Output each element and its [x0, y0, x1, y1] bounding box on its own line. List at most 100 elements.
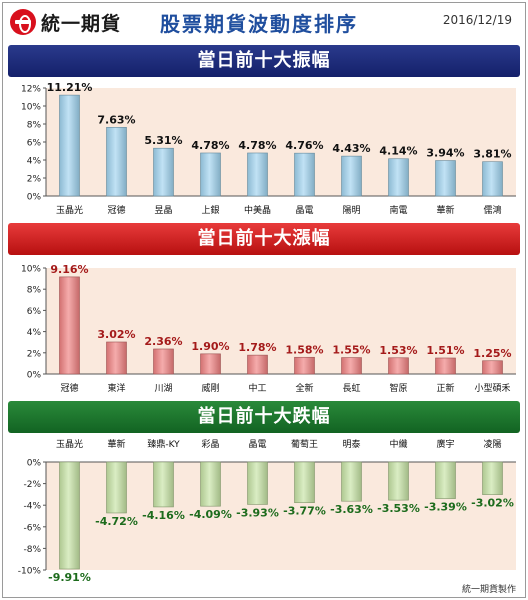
- y-tick-label: 2%: [27, 349, 42, 359]
- x-tick-label: 陽明: [342, 205, 360, 216]
- bar: [388, 461, 409, 501]
- x-tick-label: 中工: [248, 382, 266, 394]
- data-label: -4.72%: [95, 515, 138, 528]
- bar: [388, 158, 409, 197]
- data-label: 11.21%: [47, 81, 93, 94]
- y-tick-label: -6%: [23, 523, 41, 533]
- x-tick-label: 東洋: [107, 382, 125, 394]
- y-tick-label: 0%: [27, 371, 42, 381]
- data-label: -3.93%: [236, 506, 279, 519]
- report-date: 2016/12/19: [442, 13, 512, 27]
- y-tick-label: 0%: [27, 459, 42, 469]
- x-tick-label: 上銀: [201, 204, 219, 216]
- data-label: 4.76%: [285, 139, 323, 152]
- data-label: 5.31%: [144, 134, 182, 147]
- bar: [200, 353, 221, 375]
- data-label: 1.25%: [473, 347, 511, 360]
- x-tick-label: 葡萄王: [291, 438, 318, 450]
- y-tick-label: 8%: [27, 286, 42, 296]
- x-tick-label: 正新: [436, 382, 454, 394]
- x-tick-label: 玉晶光: [56, 204, 83, 216]
- bar: [482, 161, 503, 197]
- bar: [435, 461, 456, 499]
- bar: [106, 341, 127, 375]
- brand-name: 統一期貨: [41, 13, 122, 35]
- bar: [294, 152, 315, 197]
- x-tick-label: 中纖: [389, 438, 407, 450]
- y-tick-label: -8%: [23, 545, 41, 555]
- data-label: 1.90%: [191, 340, 229, 353]
- section-banner-losers: 當日前十大跌幅: [8, 401, 520, 433]
- x-tick-label: 明泰: [342, 438, 360, 450]
- bar: [435, 160, 456, 197]
- y-tick-label: 4%: [27, 328, 42, 338]
- data-label: -9.91%: [48, 571, 91, 584]
- data-label: 3.81%: [473, 148, 511, 161]
- x-tick-label: 全新: [295, 382, 313, 394]
- x-tick-label: 昱晶: [154, 205, 172, 216]
- bar: [106, 127, 127, 197]
- bar: [341, 357, 362, 375]
- data-label: -3.39%: [424, 501, 467, 514]
- x-tick-label: 冠德: [107, 204, 125, 216]
- y-tick-label: 2%: [27, 175, 42, 185]
- bar: [59, 461, 80, 570]
- x-tick-label: 晶電: [248, 439, 266, 450]
- x-tick-label: 彩晶: [201, 439, 219, 450]
- data-label: 3.94%: [426, 147, 464, 160]
- bar: [341, 461, 362, 502]
- bar: [341, 155, 362, 197]
- data-label: 7.63%: [97, 113, 135, 126]
- x-tick-label: 臻鼎-KY: [147, 438, 180, 450]
- bar: [200, 461, 221, 507]
- x-tick-label: 華新: [436, 204, 454, 216]
- data-label: -3.53%: [377, 502, 420, 515]
- bar: [247, 461, 268, 505]
- x-tick-label: 威剛: [201, 382, 219, 394]
- x-tick-label: 凌陽: [483, 438, 501, 450]
- bar: [106, 461, 127, 514]
- section-banner-gainers: 當日前十大漲幅: [8, 223, 520, 255]
- x-tick-label: 中美晶: [244, 204, 271, 216]
- x-tick-label: 長虹: [342, 383, 360, 394]
- data-label: 4.78%: [238, 139, 276, 152]
- bar: [59, 276, 80, 375]
- x-tick-label: 儒鴻: [483, 204, 501, 216]
- data-label: 4.43%: [332, 142, 370, 155]
- y-tick-label: -2%: [23, 480, 41, 490]
- bar: [294, 356, 315, 375]
- gainers-chart: 0% 2% 4% 6% 8% 10% 9.16% 冠德 3.02% 東洋 2.36% 川湖 1.90% 威…: [21, 263, 516, 394]
- y-tick-label: 6%: [27, 139, 42, 149]
- data-label: -4.16%: [142, 509, 185, 522]
- amplitude-chart-panel: 0% 2% 4% 6% 8% 10% 12% 11.21% 玉晶光 7.63% 冠德 5.31% 昱晶 4…: [8, 80, 520, 220]
- y-tick-label: -4%: [23, 502, 41, 512]
- y-tick-label: 0%: [27, 193, 42, 203]
- x-tick-label: 冠德: [60, 382, 78, 394]
- bar: [153, 461, 174, 508]
- data-label: -3.63%: [330, 503, 373, 516]
- data-label: 1.58%: [285, 343, 323, 356]
- bar: [435, 357, 456, 375]
- page-title: 股票期貨波動度排序: [160, 12, 358, 36]
- data-label: 1.78%: [238, 341, 276, 354]
- data-label: -3.77%: [283, 505, 326, 518]
- x-tick-label: 南電: [389, 204, 407, 216]
- bar: [294, 461, 315, 504]
- x-tick-label: 華新: [107, 438, 125, 450]
- data-label: 2.36%: [144, 335, 182, 348]
- data-label: 4.14%: [379, 145, 417, 158]
- amplitude-chart: 0% 2% 4% 6% 8% 10% 12% 11.21% 玉晶光 7.63% 冠德 5.31% 昱晶 4…: [21, 81, 516, 216]
- data-label: 1.55%: [332, 344, 370, 357]
- brand-logo-icon: [10, 9, 36, 35]
- losers-chart: 0% -2% -4% -6% -8% -10% -9.91% 玉晶光 -4.72% 華新 -4.16…: [18, 438, 516, 584]
- bar: [59, 94, 80, 197]
- y-tick-label: 4%: [27, 157, 42, 167]
- x-tick-label: 廣宇: [436, 438, 454, 450]
- x-tick-label: 智原: [389, 382, 407, 394]
- y-tick-label: 8%: [27, 121, 42, 131]
- data-label: 4.78%: [191, 139, 229, 152]
- x-tick-label: 小型碩禾: [474, 383, 510, 394]
- y-tick-label: -10%: [18, 567, 42, 577]
- data-label: 1.51%: [426, 344, 464, 357]
